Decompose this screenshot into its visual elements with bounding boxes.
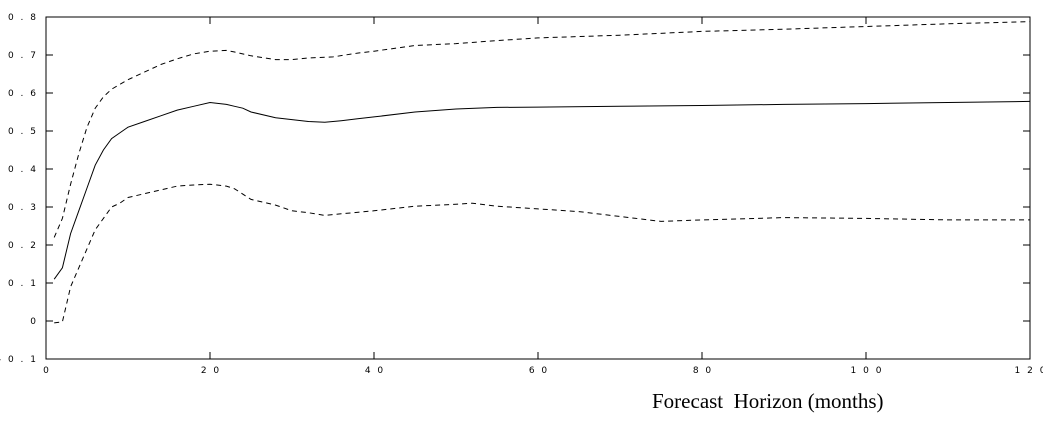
- x-tick-label: 8 0: [693, 366, 713, 376]
- x-tick-label: 6 0: [529, 366, 549, 376]
- upper-band-line: [53, 21, 1031, 238]
- series-layer: [53, 21, 1031, 324]
- y-tick-label: 0 . 6: [8, 89, 38, 99]
- y-tick-label: 0 . 8: [8, 13, 38, 23]
- y-tick-label: 0 . 3: [8, 203, 38, 213]
- y-tick-label: - 0 . 1: [0, 355, 38, 365]
- x-tick-label: 1 2 0: [1015, 366, 1043, 376]
- y-tick-label: 0 . 5: [8, 127, 38, 137]
- point-estimate-line: [53, 100, 1031, 280]
- x-tick-label: 4 0: [365, 366, 385, 376]
- x-tick-label: 1 0 0: [851, 366, 884, 376]
- x-tick-label: 2 0: [201, 366, 221, 376]
- x-axis-label: Forecast Horizon (months): [652, 389, 884, 413]
- x-tick-label: 0: [43, 366, 51, 376]
- plot-frame: [45, 16, 1031, 360]
- axis-ticks: - 0 . 1 0 0 . 1 0 . 2 0 . 3 0 . 4 0 . 5 0 . 6 0 …: [0, 13, 1043, 376]
- y-tick-label: 0 . 7: [8, 51, 38, 61]
- lower-band-line: [54, 183, 1030, 324]
- line-chart: - 0 . 1 0 0 . 1 0 . 2 0 . 3 0 . 4 0 . 5 0 . 6 0 …: [0, 13, 1043, 376]
- y-tick-label: 0 . 1: [8, 279, 38, 289]
- y-tick-label: 0 . 2: [8, 241, 38, 251]
- y-tick-label: 0 . 4: [8, 165, 38, 175]
- y-tick-label: 0: [30, 317, 38, 327]
